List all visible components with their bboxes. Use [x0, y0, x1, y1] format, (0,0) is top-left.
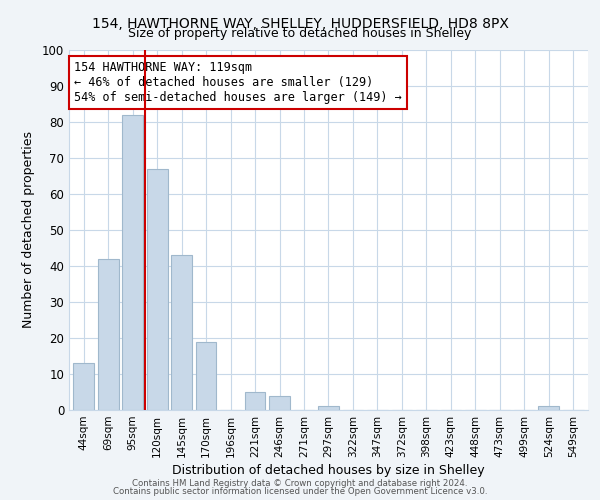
Bar — [122, 115, 143, 410]
Bar — [171, 255, 192, 410]
Bar — [245, 392, 265, 410]
Bar — [269, 396, 290, 410]
Bar — [98, 259, 119, 410]
Bar — [538, 406, 559, 410]
Text: Contains public sector information licensed under the Open Government Licence v3: Contains public sector information licen… — [113, 487, 487, 496]
X-axis label: Distribution of detached houses by size in Shelley: Distribution of detached houses by size … — [172, 464, 485, 477]
Text: Contains HM Land Registry data © Crown copyright and database right 2024.: Contains HM Land Registry data © Crown c… — [132, 478, 468, 488]
Text: 154 HAWTHORNE WAY: 119sqm
← 46% of detached houses are smaller (129)
54% of semi: 154 HAWTHORNE WAY: 119sqm ← 46% of detac… — [74, 61, 402, 104]
Bar — [147, 169, 167, 410]
Y-axis label: Number of detached properties: Number of detached properties — [22, 132, 35, 328]
Text: 154, HAWTHORNE WAY, SHELLEY, HUDDERSFIELD, HD8 8PX: 154, HAWTHORNE WAY, SHELLEY, HUDDERSFIEL… — [92, 16, 508, 30]
Bar — [318, 406, 339, 410]
Text: Size of property relative to detached houses in Shelley: Size of property relative to detached ho… — [128, 28, 472, 40]
Bar — [73, 363, 94, 410]
Bar — [196, 342, 217, 410]
